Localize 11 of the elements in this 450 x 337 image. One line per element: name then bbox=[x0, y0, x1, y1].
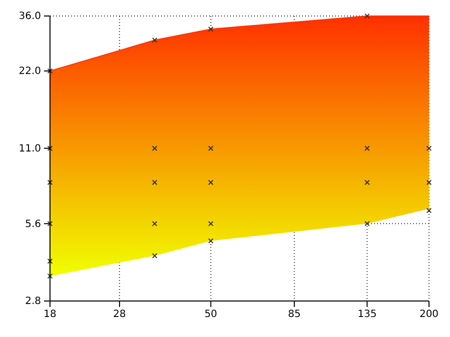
x-tick-label: 85 bbox=[288, 309, 301, 320]
x-tick-label: 28 bbox=[113, 309, 126, 320]
y-tick-label: 2.8 bbox=[25, 296, 41, 308]
x-tick-label: 18 bbox=[44, 309, 56, 320]
y-tick-label: 36.0 bbox=[18, 11, 41, 22]
x-tick-label: 135 bbox=[358, 309, 377, 320]
x-tick-label: 50 bbox=[204, 309, 218, 320]
x-tick-label: 200 bbox=[419, 309, 439, 320]
y-tick-label: 11.0 bbox=[18, 144, 41, 155]
y-tick-label: 22.0 bbox=[18, 66, 41, 78]
y-tick-label: 5.6 bbox=[25, 218, 41, 230]
